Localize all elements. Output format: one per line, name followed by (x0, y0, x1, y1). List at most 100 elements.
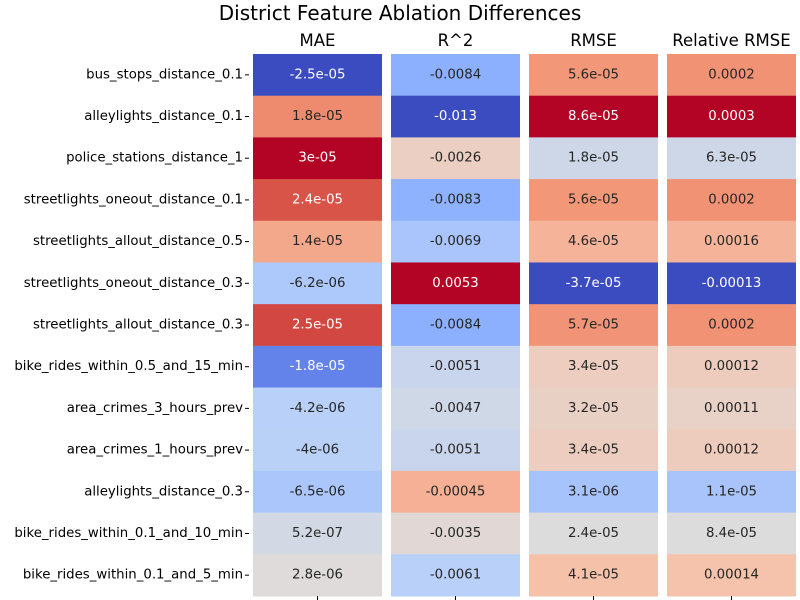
heatmap-cell (667, 429, 796, 472)
heatmap-cell (667, 54, 796, 97)
heatmap-cell (253, 304, 382, 347)
cell-value-label: 2.4e-05 (292, 192, 343, 207)
heatmap-cell (529, 54, 658, 97)
heatmap-cell (253, 262, 382, 305)
row-label: streetlights_allout_distance_0.5 (33, 234, 243, 249)
panel-header: R^2 (438, 31, 474, 50)
cell-value-label: 0.00016 (704, 234, 759, 249)
cell-value-label: -0.0035 (430, 526, 481, 541)
heatmap-cell (529, 345, 658, 389)
heatmap-cell (667, 345, 796, 389)
row-label: streetlights_oneout_distance_0.1 (24, 192, 243, 207)
cell-value-label: -6.5e-06 (290, 484, 346, 499)
cell-value-label: 0.0002 (708, 318, 755, 333)
row-label: bike_rides_within_0.5_and_15_min (14, 359, 243, 374)
cell-value-label: -0.0061 (430, 568, 481, 583)
panel-header: RMSE (570, 31, 617, 50)
cell-value-label: -2.5e-05 (290, 67, 346, 82)
cell-value-label: -0.0051 (430, 359, 481, 374)
heatmap-cell (391, 54, 520, 97)
heatmap-cell (529, 387, 658, 430)
heatmap-cell (529, 512, 658, 555)
heatmap-cell (391, 304, 520, 347)
cell-value-label: 2.8e-06 (292, 568, 343, 583)
cell-value-label: -0.0083 (430, 192, 481, 207)
heatmap-cell (253, 470, 382, 514)
cell-value-label: 3.2e-05 (568, 401, 619, 416)
heatmap-cell (391, 220, 520, 263)
cell-value-label: 5.6e-05 (568, 192, 619, 207)
cell-value-label: -0.0069 (430, 234, 481, 249)
heatmap-cell (529, 137, 658, 180)
heatmap-cell (391, 429, 520, 472)
heatmap-cell (253, 554, 382, 597)
cell-value-label: 4.6e-05 (568, 234, 619, 249)
cell-value-label: 0.00012 (704, 443, 759, 458)
heatmap-cell (667, 554, 796, 597)
heatmap-cell (391, 345, 520, 389)
heatmap-cell (391, 512, 520, 555)
row-label: alleylights_distance_0.1 (84, 109, 243, 124)
heatmap-cell (529, 262, 658, 305)
cell-value-label: 2.4e-05 (568, 526, 619, 541)
cell-value-label: -0.0051 (430, 443, 481, 458)
heatmap-cell (253, 137, 382, 180)
row-label: area_crimes_3_hours_prev (67, 401, 243, 416)
cell-value-label: -0.0047 (430, 401, 481, 416)
cell-value-label: -6.2e-06 (290, 276, 346, 291)
heatmap-cell (253, 95, 382, 138)
heatmap-cell (529, 470, 658, 514)
cell-value-label: 3e-05 (298, 151, 336, 166)
panel-header: MAE (300, 31, 336, 50)
heatmap-cell (667, 220, 796, 263)
cell-value-label: 0.0002 (708, 67, 755, 82)
heatmap-cell (391, 470, 520, 514)
heatmap-cell (667, 95, 796, 138)
heatmap-cell (529, 304, 658, 347)
heatmap-cell (253, 345, 382, 389)
cell-value-label: 8.6e-05 (568, 109, 619, 124)
heatmap-cell (253, 512, 382, 555)
heatmap-cell (391, 137, 520, 180)
cell-value-label: 4.1e-05 (568, 568, 619, 583)
heatmap-cell (667, 304, 796, 347)
cell-value-label: 0.00012 (704, 359, 759, 374)
row-label: streetlights_allout_distance_0.3 (33, 318, 243, 333)
row-label: bike_rides_within_0.1_and_10_min (14, 526, 243, 541)
cell-value-label: 3.4e-05 (568, 359, 619, 374)
cell-value-label: 5.7e-05 (568, 318, 619, 333)
row-label: alleylights_distance_0.3 (84, 484, 243, 499)
row-label: police_stations_distance_1 (66, 151, 243, 166)
heatmap-cell (667, 512, 796, 555)
cell-value-label: -3.7e-05 (566, 276, 622, 291)
cell-value-label: 1.1e-05 (706, 484, 757, 499)
cell-value-label: 2.5e-05 (292, 318, 343, 333)
heatmap-cell (391, 95, 520, 138)
cell-value-label: 3.4e-05 (568, 443, 619, 458)
cell-value-label: 0.00011 (704, 401, 759, 416)
row-label: bus_stops_distance_0.1 (86, 67, 243, 82)
row-label: bike_rides_within_0.1_and_5_min (23, 568, 243, 583)
heatmap-cell (667, 179, 796, 222)
cell-value-label: 1.8e-05 (568, 151, 619, 166)
heatmap-cell (253, 179, 382, 222)
panel-header: Relative RMSE (672, 31, 790, 50)
chart-title: District Feature Ablation Differences (218, 1, 582, 25)
cell-value-label: -0.00045 (426, 484, 486, 499)
cell-value-label: -1.8e-05 (290, 359, 346, 374)
cell-value-label: -4.2e-06 (290, 401, 346, 416)
heatmap-cell (391, 179, 520, 222)
cell-value-label: 5.6e-05 (568, 67, 619, 82)
cell-value-label: 3.1e-06 (568, 484, 619, 499)
heatmap-cell (253, 220, 382, 263)
cell-value-label: 1.4e-05 (292, 234, 343, 249)
cell-value-label: -0.013 (434, 109, 477, 124)
cell-value-label: 5.2e-07 (292, 526, 343, 541)
heatmap-cell (253, 387, 382, 430)
cell-value-label: -0.00013 (702, 276, 762, 291)
row-label: area_crimes_1_hours_prev (67, 443, 243, 458)
cell-value-label: 1.8e-05 (292, 109, 343, 124)
row-label: streetlights_oneout_distance_0.3 (24, 276, 243, 291)
heatmap-cell (253, 54, 382, 97)
